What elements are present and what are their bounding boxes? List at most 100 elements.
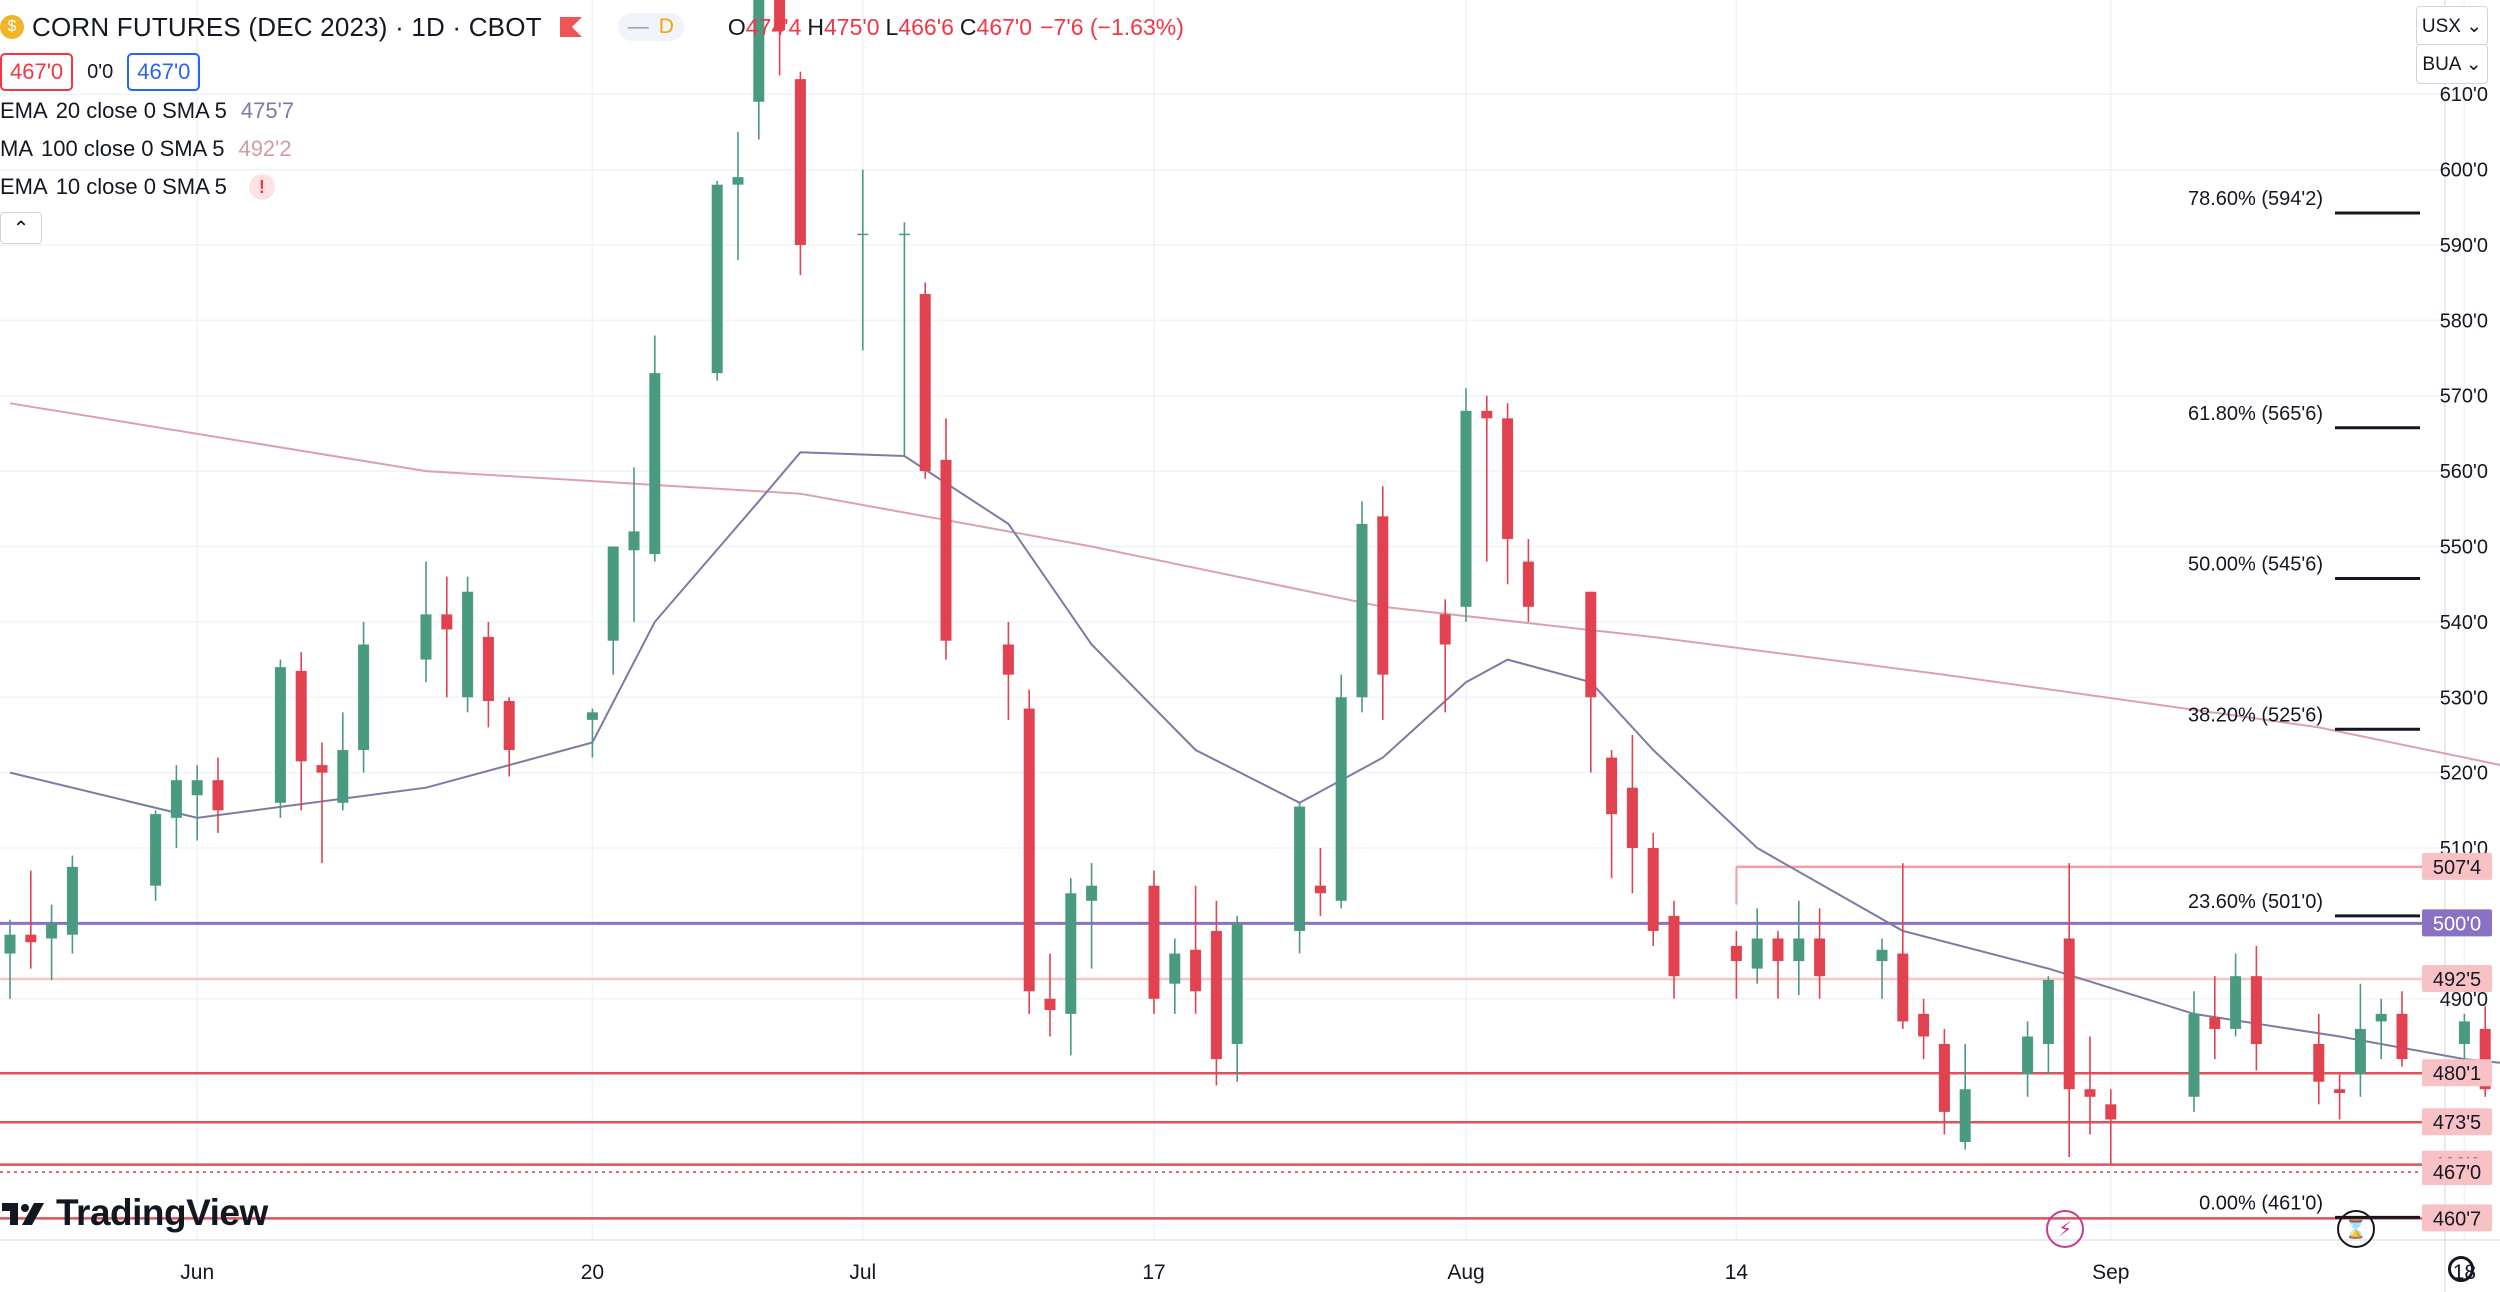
indicator-ema20[interactable]: EMA 20 close 0 SMA 5 475'7: [0, 92, 1184, 130]
currency-button[interactable]: USX ⌄: [2416, 6, 2488, 46]
price-level-badge: [2422, 909, 2492, 937]
candle-body: [1585, 591, 1597, 698]
buy-button[interactable]: 467'0: [127, 53, 201, 91]
candle-body: [2063, 938, 2075, 1090]
candle-body: [441, 614, 453, 630]
ma100-line: [9, 402, 2500, 766]
symbol-title[interactable]: CORN FUTURES (DEC 2023) · 1D · CBOT: [32, 11, 542, 42]
unit-button[interactable]: BUA ⌄: [2416, 44, 2488, 84]
price-level-badge: [2422, 964, 2492, 992]
candle-body: [2354, 1028, 2366, 1075]
flag-icon[interactable]: [559, 17, 582, 37]
candle-body: [1148, 885, 1160, 999]
tradingview-logo[interactable]: TradingView: [2, 1192, 268, 1234]
x-tick-label: 14: [1725, 1261, 1749, 1284]
candle-body: [628, 531, 640, 551]
candle-body: [316, 765, 328, 773]
x-tick-label: Jul: [849, 1261, 876, 1284]
close-value: 467'0: [976, 13, 1033, 40]
y-tick-label: 550'0: [2440, 537, 2488, 559]
bolt-icon[interactable]: ⚡: [2046, 1210, 2084, 1248]
candle-body: [2375, 1013, 2387, 1022]
candle-body: [1439, 614, 1451, 645]
spread-value: 0'0: [87, 60, 114, 83]
close-label: C: [959, 13, 977, 40]
candle-body: [482, 636, 494, 702]
warning-icon[interactable]: !: [248, 174, 275, 200]
change-value: −7'6 (−1.63%): [1040, 13, 1184, 40]
price-level-badge: [2422, 1108, 2492, 1136]
candle-body: [2105, 1104, 2117, 1120]
fib-level-label: 0.00% (461'0): [2199, 1192, 2323, 1214]
candle-body: [2084, 1089, 2096, 1097]
candle-body: [649, 373, 661, 555]
price-level-badge-label: 460'7: [2433, 1208, 2481, 1230]
price-level-badge-label: 492'5: [2433, 969, 2481, 991]
indicator-ma100[interactable]: MA 100 close 0 SMA 5 492'2: [0, 130, 1184, 168]
y-tick-label: 600'0: [2440, 160, 2488, 182]
candle-body: [1065, 893, 1077, 1014]
indicator-ema10[interactable]: EMA 10 close 0 SMA 5 !: [0, 168, 1184, 206]
candle-body: [1606, 757, 1618, 815]
open-label: O: [727, 13, 746, 40]
candle-body: [1294, 806, 1306, 931]
candle-body: [295, 670, 307, 762]
brand-name: TradingView: [56, 1192, 268, 1233]
chart-legend: $ CORN FUTURES (DEC 2023) · 1D · CBOT — D…: [0, 8, 1184, 244]
candle-body: [586, 712, 598, 720]
candle-body: [66, 866, 78, 935]
candle-body: [774, 0, 786, 31]
candle-body: [1377, 516, 1389, 675]
candle-body: [2230, 976, 2242, 1029]
low-label: L: [885, 13, 899, 40]
candle-body: [732, 177, 744, 185]
candle-body: [711, 184, 723, 374]
market-status-badge[interactable]: — D: [617, 13, 684, 41]
y-tick-label: 580'0: [2440, 310, 2488, 332]
candle-body: [2479, 1028, 2491, 1090]
x-tick-label: 20: [581, 1261, 604, 1284]
sell-button[interactable]: 467'0: [0, 53, 74, 91]
candle-body: [2250, 976, 2262, 1045]
trade-row: 467'0 0'0 467'0: [0, 52, 1184, 92]
price-level-badge-label: 500'0: [2433, 913, 2481, 935]
settings-icon[interactable]: [2448, 1256, 2474, 1282]
indicator-name: EMA: [0, 98, 48, 123]
low-value: 466'6: [898, 13, 954, 40]
collapse-legend-button[interactable]: ⌃: [0, 212, 42, 244]
candle-body: [1668, 915, 1680, 977]
candle-body: [503, 701, 515, 751]
x-tick-label: Sep: [2092, 1261, 2129, 1284]
candle-body: [1002, 644, 1014, 675]
ema20-line: [9, 451, 2500, 1064]
price-level-badge: [2422, 1158, 2492, 1186]
candle-body: [4, 934, 16, 954]
high-label: H: [807, 13, 824, 40]
indicator-name: EMA: [0, 174, 48, 199]
candle-body: [1356, 523, 1368, 698]
candle-body: [1231, 923, 1243, 1045]
candle-body: [857, 233, 869, 236]
candle-body: [25, 934, 37, 943]
candle-body: [1169, 953, 1181, 984]
candle-body: [1938, 1044, 1950, 1112]
candle-body: [1647, 848, 1659, 931]
candle-body: [1522, 561, 1534, 607]
indicator-params: 100 close 0 SMA 5: [41, 136, 225, 161]
candle-body: [191, 780, 203, 796]
indicator-name: MA: [0, 136, 33, 161]
candle-body: [2209, 1017, 2221, 1029]
coin-icon: $: [0, 15, 24, 39]
fib-level-label: 50.00% (545'6): [2188, 554, 2323, 576]
candle-body: [462, 591, 474, 698]
candle-body: [212, 780, 224, 811]
candle-body: [1210, 930, 1222, 1060]
candle-body: [1086, 885, 1098, 901]
price-level-badge-label: 473'5: [2433, 1112, 2481, 1134]
candle-body: [1460, 410, 1472, 607]
high-value: 475'0: [823, 13, 880, 40]
hourglass-icon[interactable]: ⌛: [2337, 1210, 2375, 1248]
candle-body: [150, 814, 162, 886]
candle-body: [1044, 998, 1056, 1011]
